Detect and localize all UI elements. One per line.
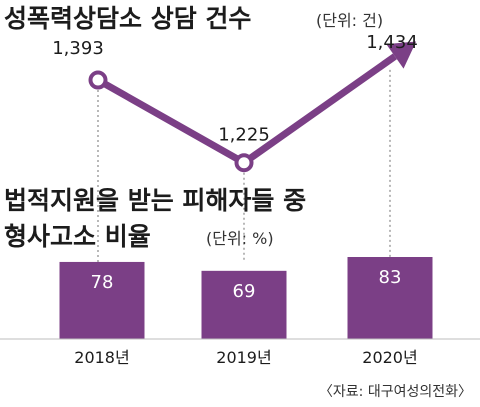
bar-series: 78 69 83 (59, 257, 433, 339)
line-point (88, 70, 108, 90)
bar-chart-title-line1: 법적지원을 받는 피해자들 중 (4, 186, 306, 215)
bar-value-label: 78 (91, 272, 114, 293)
bar (201, 270, 287, 339)
x-tick-label: 2019년 (216, 348, 271, 367)
bar-value-label: 69 (233, 281, 256, 302)
source-note: 〈자료: 대구여성의전화〉 (319, 384, 472, 400)
line-point (234, 153, 254, 173)
x-tick-label: 2018년 (74, 348, 129, 367)
line-value-label: 1,434 (366, 32, 418, 53)
bar-chart-unit: (단위: %) (206, 229, 274, 248)
line-path (96, 53, 397, 167)
line-value-label: 1,225 (218, 125, 270, 146)
line-value-label: 1,393 (52, 38, 104, 59)
year-labels: 2018년 2019년 2020년 (74, 348, 417, 367)
bar-chart-title-line2: 형사고소 비율 (4, 222, 151, 251)
line-series: 1,393 1,225 1,434 (52, 32, 418, 173)
x-tick-label: 2020년 (362, 348, 417, 367)
bar (347, 257, 433, 339)
line-chart-unit: (단위: 건) (316, 11, 383, 30)
drop-lines (97, 69, 391, 262)
line-chart-title: 성폭력상담소 상담 건수 (4, 4, 251, 33)
line-arrowhead (386, 41, 417, 69)
bar-value-label: 83 (379, 267, 402, 288)
bar (59, 261, 145, 339)
